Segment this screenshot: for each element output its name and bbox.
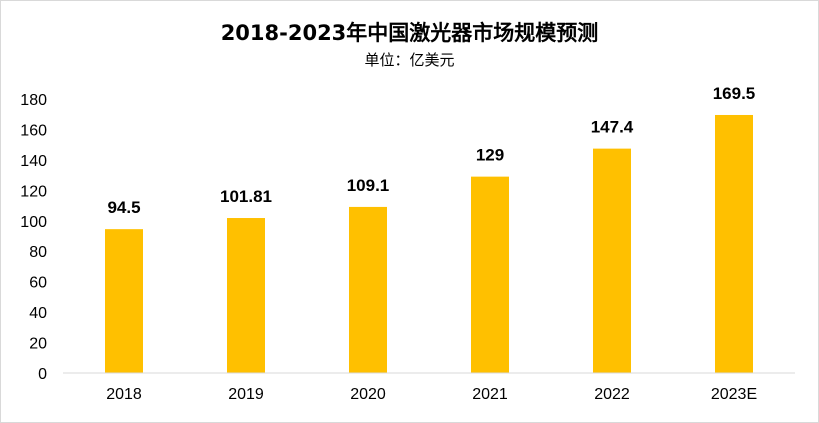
y-tick-label: 180 [20, 92, 47, 109]
data-label: 101.81 [220, 187, 272, 206]
y-tick-label: 60 [29, 275, 47, 292]
x-tick-label: 2018 [106, 386, 142, 403]
y-tick-label: 140 [20, 153, 47, 170]
y-tick-label: 0 [38, 366, 47, 383]
bar-2020 [349, 206, 387, 373]
y-tick-label: 80 [29, 244, 47, 261]
bar-2021 [471, 176, 509, 373]
data-label: 169.5 [713, 84, 756, 103]
bar-2019 [227, 218, 265, 373]
y-tick-label: 100 [20, 214, 47, 231]
data-label: 109.1 [347, 176, 390, 195]
x-tick-label: 2020 [350, 386, 386, 403]
chart-title: 2018-2023年中国激光器市场规模预测 [220, 21, 599, 45]
x-tick-label: 2021 [472, 386, 508, 403]
x-tick-label: 2019 [228, 386, 264, 403]
data-label: 147.4 [591, 118, 634, 137]
chart-subtitle: 单位：亿美元 [364, 51, 455, 69]
data-label: 94.5 [107, 198, 140, 217]
bar-2018 [105, 229, 143, 373]
y-tick-label: 160 [20, 122, 47, 139]
bar-2023E [715, 114, 753, 373]
data-label: 129 [476, 146, 504, 165]
y-tick-label: 20 [29, 336, 47, 353]
x-tick-label: 2022 [594, 386, 630, 403]
y-tick-label: 40 [29, 305, 47, 322]
bar-2022 [593, 148, 631, 373]
x-tick-label: 2023E [711, 386, 757, 403]
y-tick-label: 120 [20, 183, 47, 200]
